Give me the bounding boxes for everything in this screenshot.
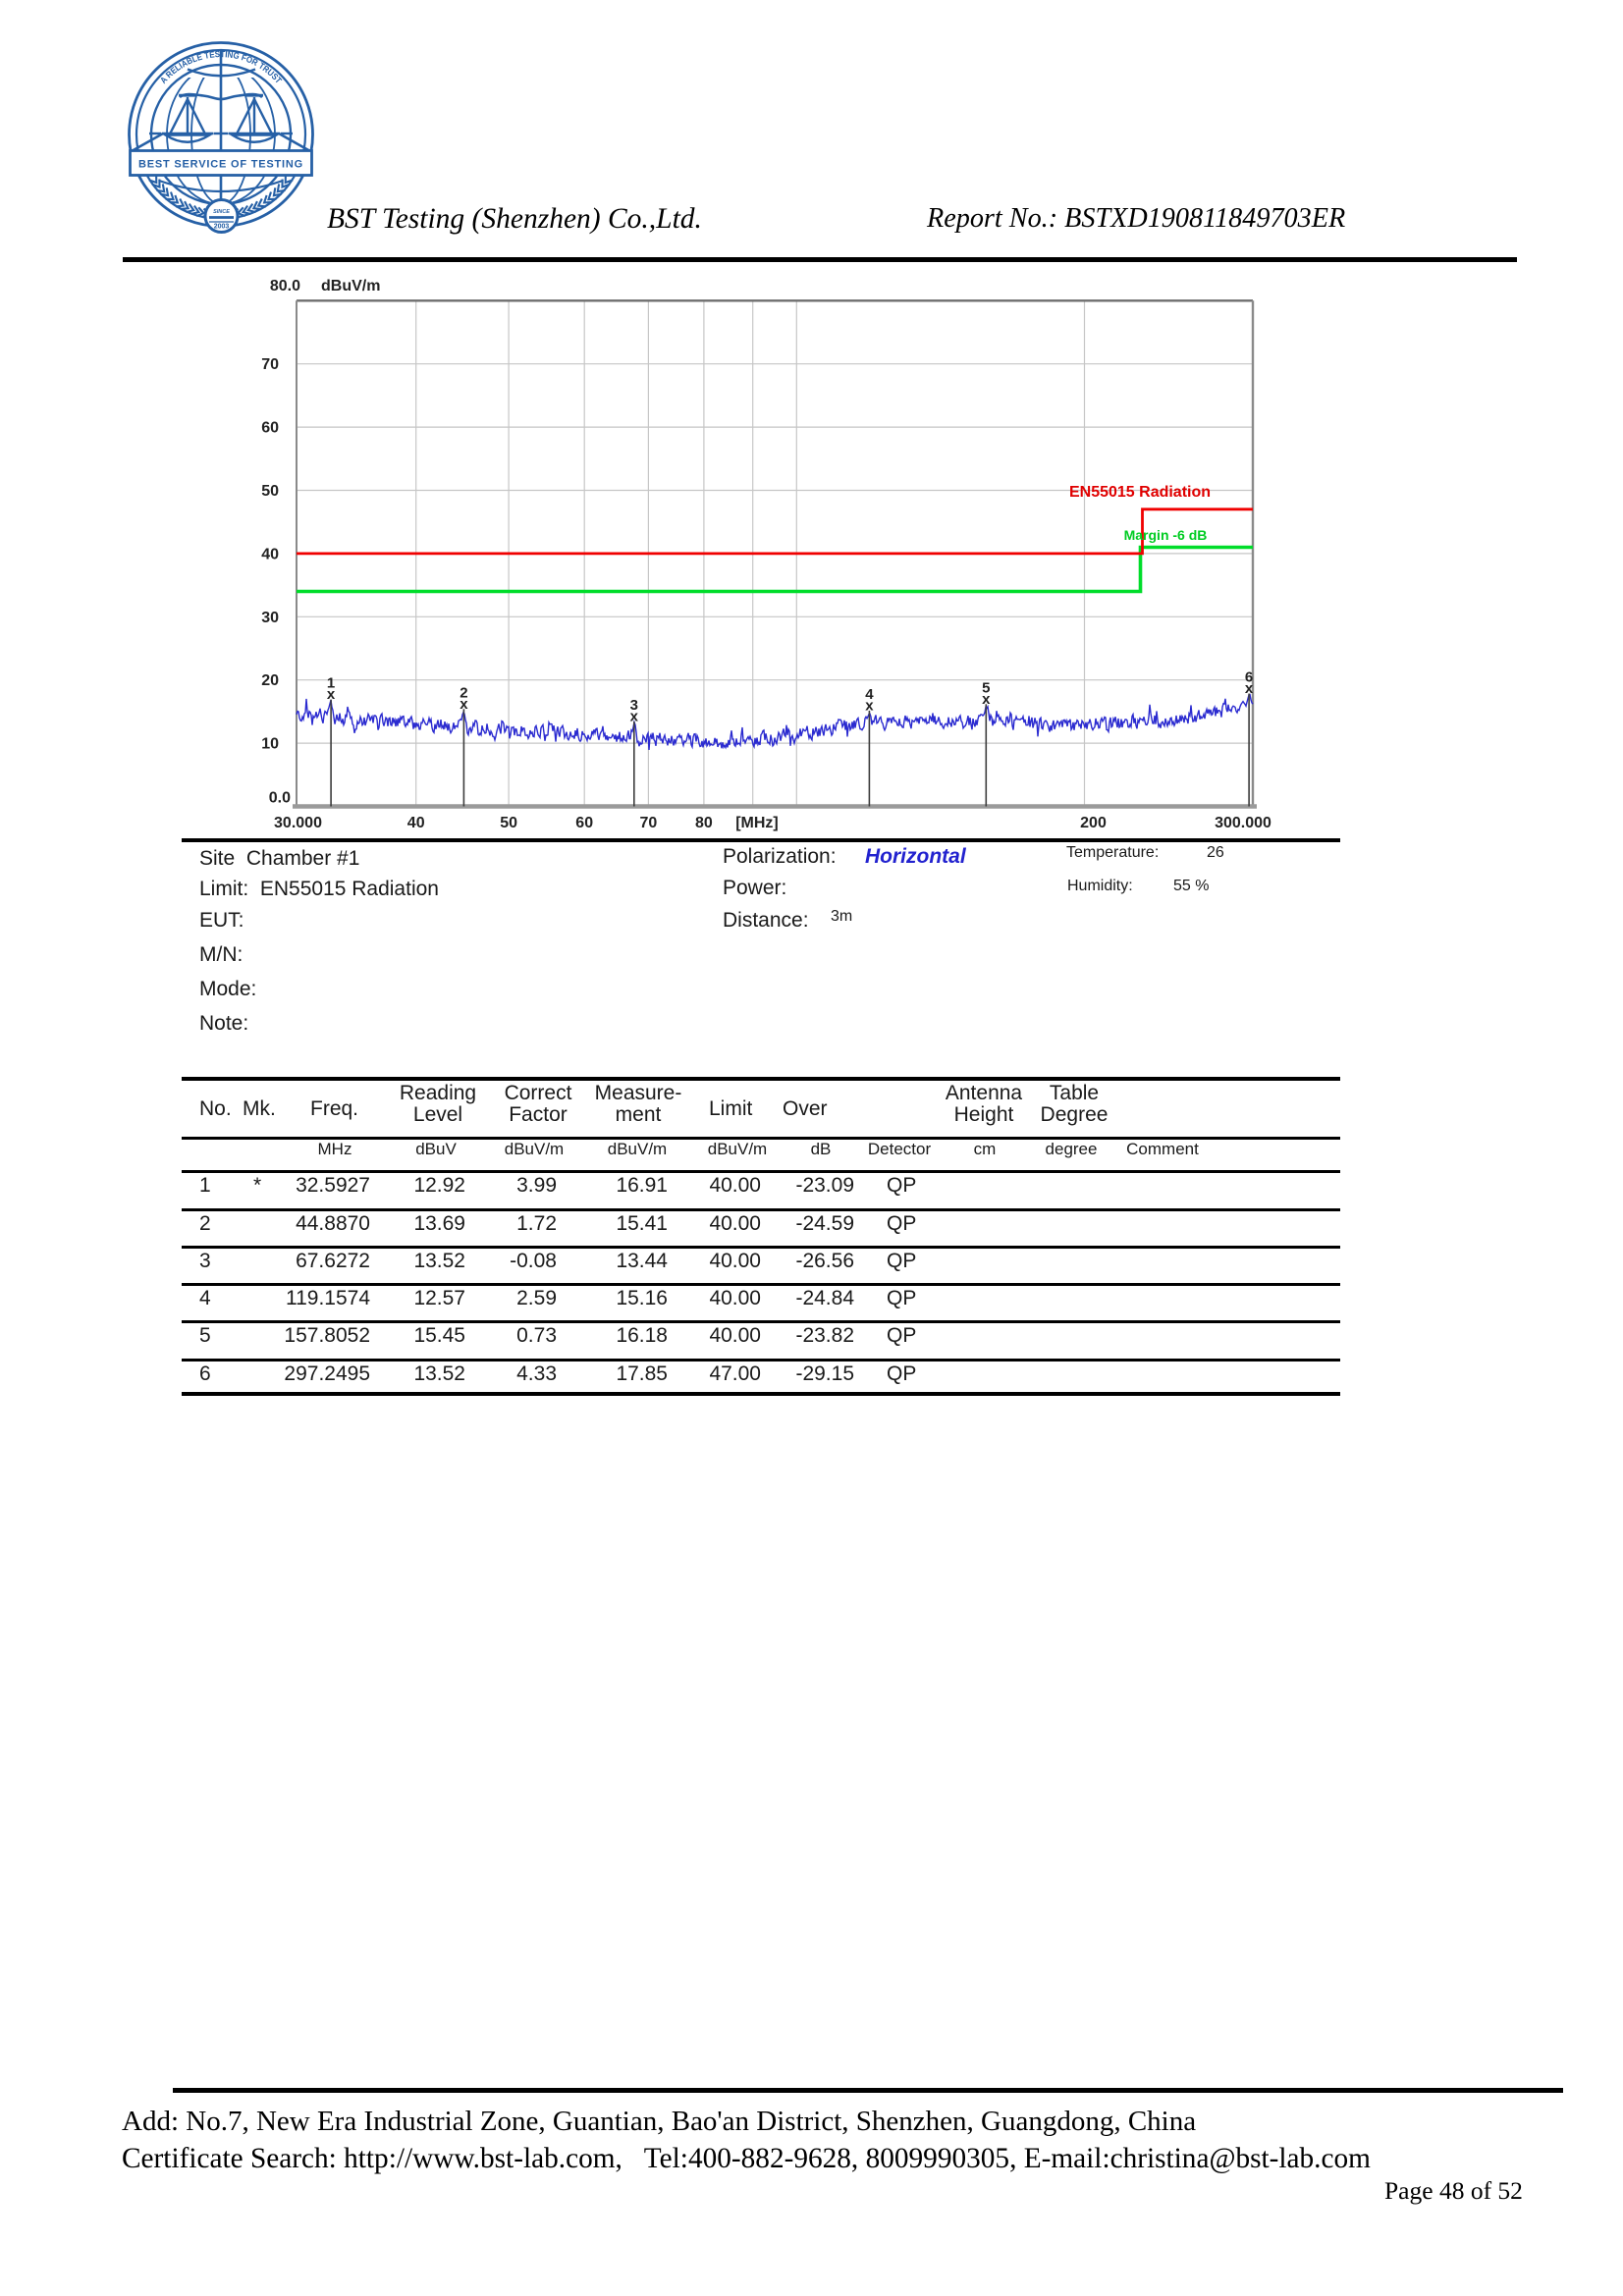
svg-text:6: 6 bbox=[1245, 669, 1253, 686]
svg-text:2: 2 bbox=[460, 684, 467, 701]
svg-text:20: 20 bbox=[261, 672, 279, 689]
svg-text:x: x bbox=[327, 686, 336, 703]
svg-text:30: 30 bbox=[261, 610, 279, 626]
svg-text:dBuV/m: dBuV/m bbox=[321, 278, 380, 294]
svg-text:1: 1 bbox=[327, 675, 335, 692]
svg-text:BEST SERVICE OF TESTING: BEST SERVICE OF TESTING bbox=[138, 159, 303, 171]
svg-text:4: 4 bbox=[865, 686, 874, 703]
svg-text:x: x bbox=[1245, 680, 1254, 697]
svg-text:x: x bbox=[865, 697, 874, 714]
svg-text:10: 10 bbox=[261, 736, 279, 753]
svg-text:x: x bbox=[982, 691, 991, 708]
svg-text:70: 70 bbox=[261, 356, 279, 373]
svg-text:200: 200 bbox=[1080, 815, 1107, 831]
svg-text:0.0: 0.0 bbox=[269, 790, 291, 807]
svg-text:50: 50 bbox=[261, 483, 279, 500]
svg-text:60: 60 bbox=[261, 420, 279, 437]
svg-text:[MHz]: [MHz] bbox=[735, 815, 779, 831]
svg-text:300.000: 300.000 bbox=[1215, 815, 1271, 831]
svg-text:x: x bbox=[460, 696, 468, 713]
svg-text:3: 3 bbox=[630, 697, 638, 714]
svg-text:40: 40 bbox=[261, 546, 279, 562]
svg-text:30.000: 30.000 bbox=[274, 815, 322, 831]
svg-text:EN55015 Radiation: EN55015 Radiation bbox=[1069, 484, 1211, 501]
svg-text:80: 80 bbox=[695, 815, 713, 831]
svg-text:40: 40 bbox=[407, 815, 425, 831]
svg-text:50: 50 bbox=[500, 815, 517, 831]
svg-text:x: x bbox=[630, 708, 639, 724]
svg-text:2003: 2003 bbox=[214, 224, 230, 231]
svg-text:60: 60 bbox=[575, 815, 593, 831]
svg-text:80.0: 80.0 bbox=[270, 278, 300, 294]
svg-text:5: 5 bbox=[982, 679, 990, 696]
svg-text:Margin -6 dB: Margin -6 dB bbox=[1124, 527, 1208, 543]
svg-text:SINCE: SINCE bbox=[213, 209, 230, 215]
svg-text:70: 70 bbox=[640, 815, 658, 831]
